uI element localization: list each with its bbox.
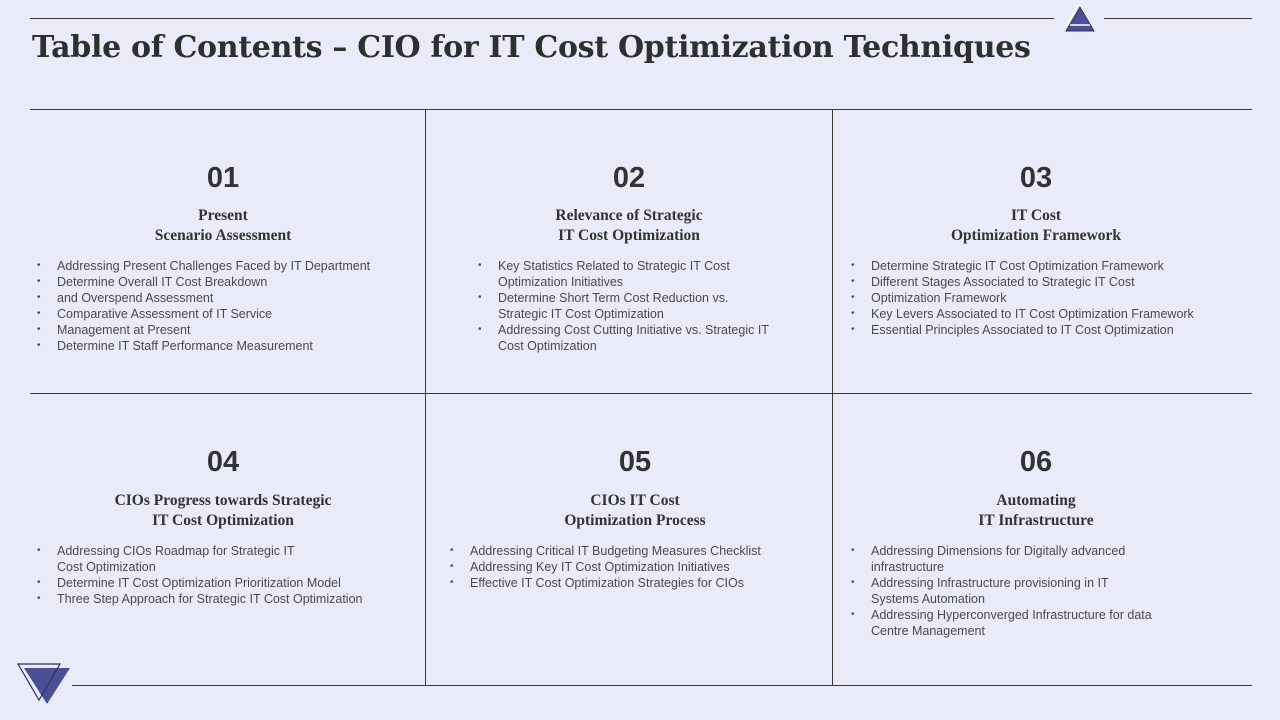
list-item: Determine Strategic IT Cost Optimization… <box>851 258 1241 274</box>
section-items: Addressing Dimensions for Digitally adva… <box>851 543 1171 639</box>
grid-divider-2 <box>832 109 833 686</box>
list-item: Addressing Hyperconverged Infrastructure… <box>851 607 1171 639</box>
section-items: Determine Strategic IT Cost Optimization… <box>851 258 1241 338</box>
list-item: Addressing Present Challenges Faced by I… <box>37 258 407 274</box>
section-number: 03 <box>1019 162 1053 194</box>
grid-top-line <box>30 109 1252 110</box>
list-item: Determine Short Term Cost Reduction vs. … <box>478 290 770 322</box>
list-item: Three Step Approach for Strategic IT Cos… <box>37 591 387 607</box>
list-item: Determine IT Cost Optimization Prioritiz… <box>37 575 387 591</box>
grid-divider-1 <box>425 109 426 686</box>
section-heading: Automating IT Infrastructure <box>978 492 1094 529</box>
section-items: Key Statistics Related to Strategic IT C… <box>478 258 770 354</box>
section-number: 06 <box>1019 446 1053 478</box>
section-items: Addressing CIOs Roadmap for Strategic IT… <box>37 543 387 607</box>
list-item: Key Levers Associated to IT Cost Optimiz… <box>851 306 1241 322</box>
list-item: Addressing Dimensions for Digitally adva… <box>851 543 1171 575</box>
section-heading: Relevance of Strategic IT Cost Optimizat… <box>555 207 703 244</box>
list-item: Management at Present <box>37 322 407 338</box>
section-heading: IT Cost Optimization Framework <box>950 207 1122 244</box>
section-number: 01 <box>206 162 240 194</box>
list-item: Determine IT Staff Performance Measureme… <box>37 338 407 354</box>
list-item: Addressing Cost Cutting Initiative vs. S… <box>478 322 770 354</box>
section-heading: CIOs IT Cost Optimization Process <box>564 492 706 529</box>
triangle-up-icon <box>1065 2 1095 32</box>
section-06: 06 Automating IT Infrastructure Addressi… <box>833 394 1239 678</box>
list-item: Addressing Infrastructure provisioning i… <box>851 575 1141 607</box>
list-item: Comparative Assessment of IT Service <box>37 306 407 322</box>
list-item: Essential Principles Associated to IT Co… <box>851 322 1241 338</box>
section-01: 01 Present Scenario Assessment Addressin… <box>20 110 426 394</box>
section-heading: Present Scenario Assessment <box>154 207 292 244</box>
list-item: Addressing CIOs Roadmap for Strategic IT… <box>37 543 317 575</box>
section-number: 04 <box>206 446 240 478</box>
list-item: Addressing Critical IT Budgeting Measure… <box>450 543 820 559</box>
section-heading: CIOs Progress towards Strategic IT Cost … <box>114 492 332 529</box>
section-items: Addressing Present Challenges Faced by I… <box>37 258 407 354</box>
list-item: Key Statistics Related to Strategic IT C… <box>478 258 770 290</box>
list-item: Addressing Key IT Cost Optimization Init… <box>450 559 820 575</box>
section-02: 02 Relevance of Strategic IT Cost Optimi… <box>426 110 832 394</box>
page-title: Table of Contents – CIO for IT Cost Opti… <box>32 30 1031 65</box>
top-rule-right <box>1104 18 1252 19</box>
list-item: Optimization Framework <box>851 290 1241 306</box>
grid-bottom-line <box>72 685 1252 686</box>
top-rule <box>30 18 1054 19</box>
section-03: 03 IT Cost Optimization Framework Determ… <box>833 110 1239 394</box>
triangle-down-icon <box>16 663 70 704</box>
grid-middle-line <box>30 393 1252 394</box>
section-number: 02 <box>612 162 646 194</box>
section-items: Addressing Critical IT Budgeting Measure… <box>450 543 820 591</box>
section-number: 05 <box>618 446 652 478</box>
list-item: Determine Overall IT Cost Breakdown <box>37 274 407 290</box>
list-item: Different Stages Associated to Strategic… <box>851 274 1241 290</box>
section-05: 05 CIOs IT Cost Optimization Process Add… <box>432 394 838 678</box>
list-item: Effective IT Cost Optimization Strategie… <box>450 575 820 591</box>
section-04: 04 CIOs Progress towards Strategic IT Co… <box>20 394 426 678</box>
list-item: and Overspend Assessment <box>37 290 407 306</box>
